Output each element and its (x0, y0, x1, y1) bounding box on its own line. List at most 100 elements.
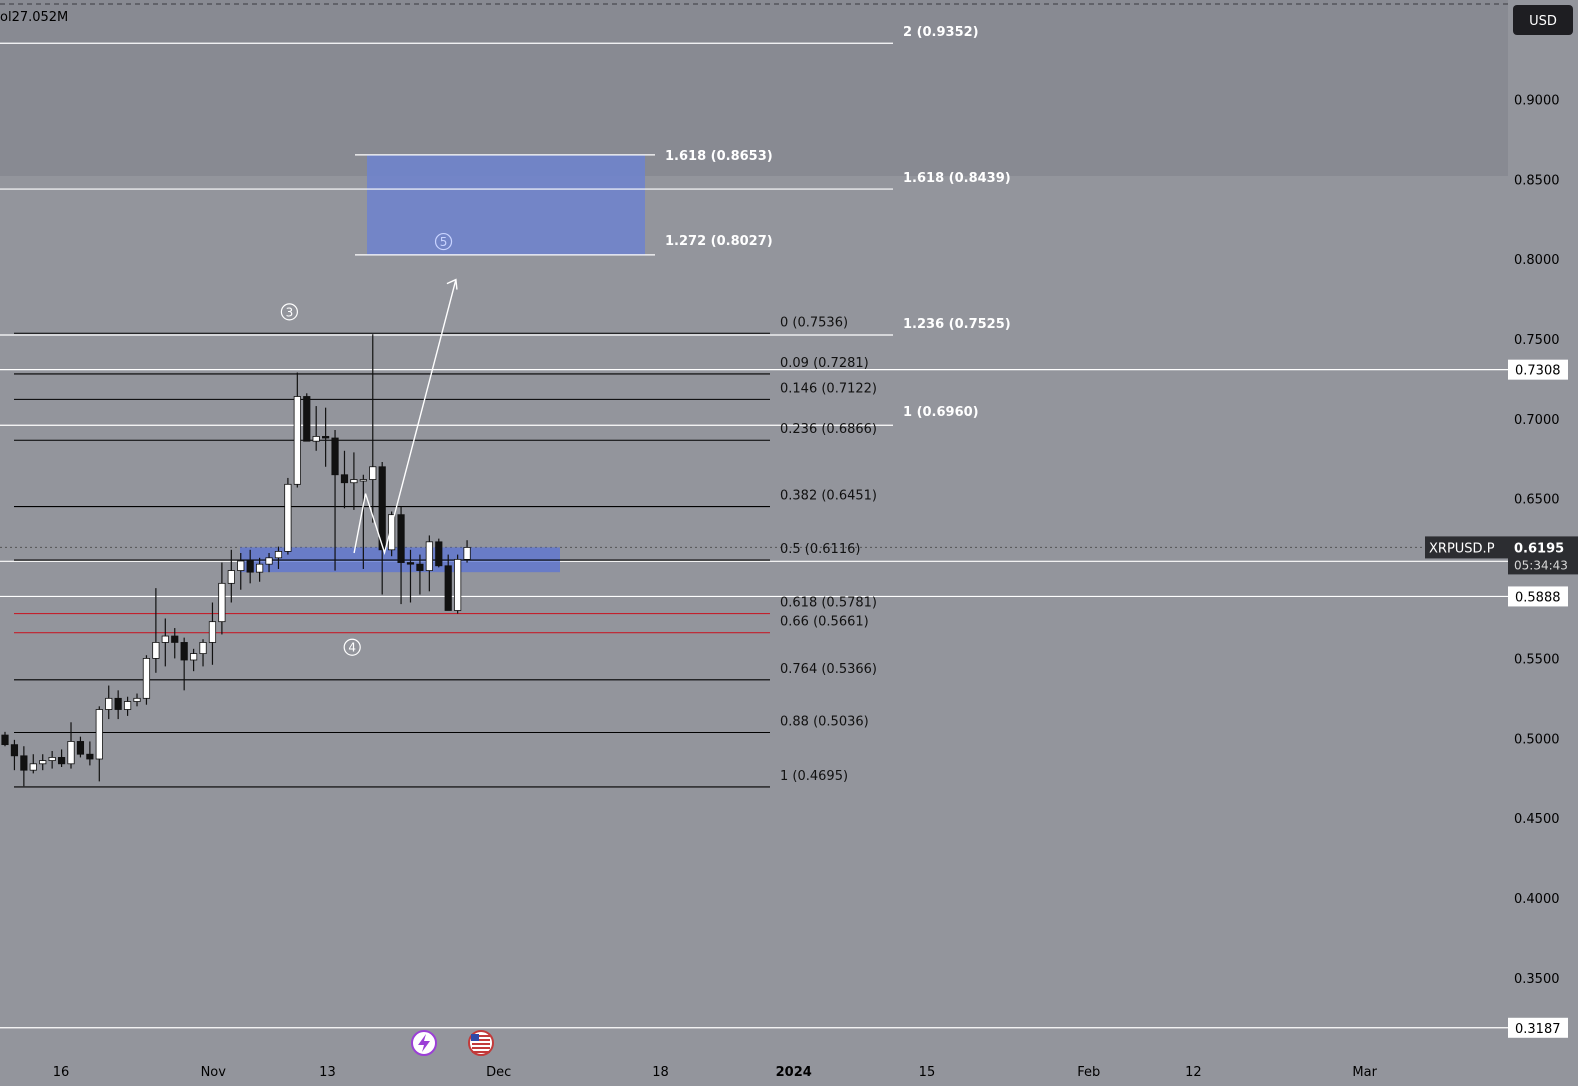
currency-button-label: USD (1529, 14, 1557, 29)
candle-body (444, 565, 452, 611)
candle-body (322, 436, 330, 439)
candle (76, 736, 85, 758)
last-price-badge (1508, 536, 1578, 575)
candle (312, 406, 320, 451)
candle-body (114, 697, 122, 710)
wave-label[interactable]: 4 (343, 638, 361, 656)
candle-body (67, 741, 75, 765)
candle-body (350, 479, 358, 484)
candle-body (10, 744, 19, 757)
candle-body (378, 466, 386, 551)
price-tick-label: 0.4500 (1514, 812, 1560, 827)
candle-body (180, 642, 188, 661)
wave-label-circle (280, 303, 298, 321)
candle-body (218, 582, 226, 623)
price-tick-label: 0.4000 (1514, 892, 1560, 907)
fib-retracement-label: 0.236 (0.6866) (780, 422, 877, 437)
candle (397, 506, 405, 605)
candle (133, 693, 141, 707)
candle (406, 549, 415, 603)
candle-body (48, 757, 56, 762)
candle (463, 540, 471, 563)
wave-label-circle (343, 638, 361, 656)
fib-extension-label: 1 (0.6960) (903, 405, 979, 420)
symbol-name: XRPUSD.P (1429, 541, 1495, 556)
fib-retracement-label: 0.5 (0.6116) (780, 542, 860, 557)
candle (265, 552, 273, 573)
wave-label[interactable]: 5 (434, 232, 453, 251)
candle-body (256, 563, 264, 573)
fib-retracement-label: 0.66 (0.5661) (780, 615, 869, 630)
price-tick-label: 0.7000 (1514, 413, 1560, 428)
lightning-icon[interactable] (411, 1030, 437, 1056)
candle (340, 450, 349, 509)
fib-retracement-label: 0.146 (0.7122) (780, 381, 877, 396)
price-level-badge (1508, 359, 1568, 380)
candle (246, 549, 254, 584)
candle-body (76, 741, 85, 755)
candle-body (95, 709, 103, 760)
candle (454, 554, 462, 614)
fib-retracement-label: 0.382 (0.6451) (780, 489, 877, 504)
fib-retracement-label: 0.88 (0.5036) (780, 715, 869, 730)
candle-body (227, 570, 235, 584)
candle (1, 731, 9, 747)
price-tick-label: 0.5500 (1514, 652, 1560, 667)
candle-body (29, 763, 37, 771)
candle-body (425, 541, 433, 571)
candle (425, 535, 433, 592)
candle-body (331, 437, 339, 476)
candle-body (208, 621, 217, 643)
price-level-badge (1508, 586, 1568, 607)
time-tick-label: 13 (319, 1065, 336, 1080)
candle (416, 554, 424, 595)
candle (152, 588, 160, 673)
candle-body (406, 562, 415, 565)
candle (39, 754, 47, 771)
candle (171, 628, 179, 659)
wave-label-circle (434, 232, 453, 251)
candle (95, 706, 103, 782)
candle (57, 749, 66, 767)
candle (86, 741, 94, 766)
wave-label-text: 3 (286, 305, 294, 319)
candle-body (435, 541, 443, 567)
time-tick-label: 18 (652, 1065, 669, 1080)
wave-label-text: 5 (440, 235, 448, 249)
candle-body (189, 653, 198, 661)
last-price: 0.6195 (1514, 541, 1564, 556)
price-tick-label: 0.6500 (1514, 493, 1560, 508)
candle (359, 474, 367, 569)
candle (444, 554, 452, 611)
candle (293, 372, 301, 488)
candle (322, 407, 330, 467)
candle (303, 393, 311, 442)
projection-path[interactable] (353, 279, 457, 556)
target-zone[interactable] (367, 154, 645, 255)
price-tick-label: 0.8500 (1514, 173, 1560, 188)
candle-body (133, 697, 141, 702)
fib-retracement-label: 0 (0.7536) (780, 315, 848, 330)
candle-body (152, 642, 160, 659)
wave-label-text: 4 (348, 641, 356, 655)
price-tick-label: 0.5000 (1514, 732, 1560, 747)
time-tick-label: Feb (1077, 1065, 1100, 1080)
candle-body (237, 560, 245, 571)
wave-label[interactable]: 3 (280, 303, 298, 321)
candle-body (39, 760, 47, 765)
us-flag-icon[interactable] (468, 1030, 494, 1056)
candle (350, 452, 358, 510)
target-zone-bottom-label: 1.272 (0.8027) (665, 234, 773, 249)
price-level-badge-label: 0.3187 (1515, 1022, 1561, 1037)
candle (29, 754, 37, 774)
candle-body (1, 734, 9, 746)
candle-body (57, 757, 66, 765)
candle (218, 562, 226, 635)
target-zone-top-label: 1.618 (0.8653) (665, 149, 773, 164)
time-tick-label: Nov (201, 1065, 227, 1080)
price-tick-label: 0.8000 (1514, 253, 1560, 268)
currency-button[interactable]: USD (1513, 5, 1573, 35)
candle (274, 546, 283, 569)
candle-body (369, 466, 377, 480)
